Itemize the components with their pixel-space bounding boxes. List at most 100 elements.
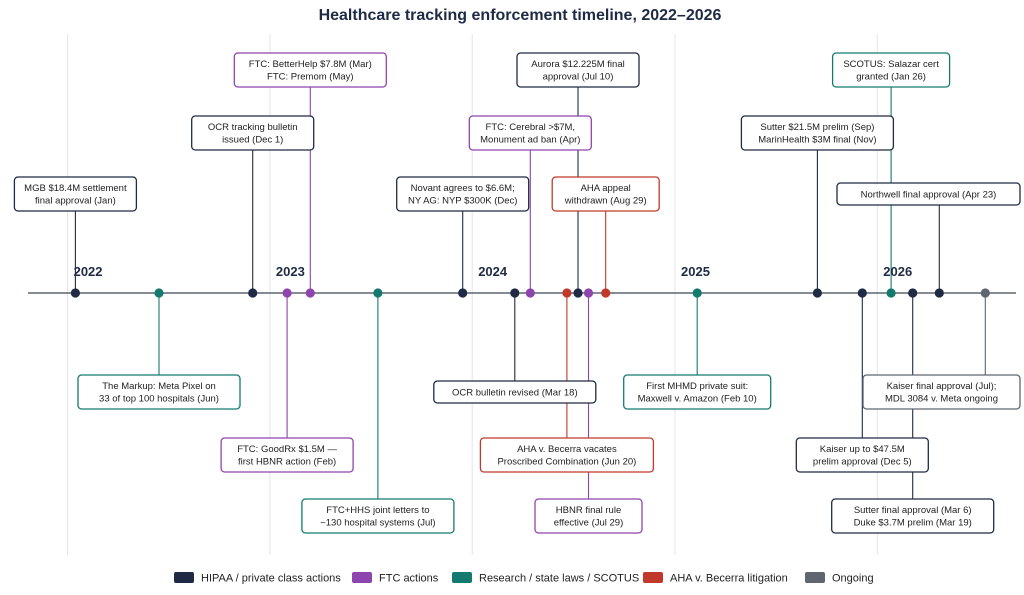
event-marker xyxy=(980,288,990,298)
event-label: AHA appeal withdrawn (Aug 29) xyxy=(551,176,660,212)
event-label-text: AHA appeal xyxy=(581,183,631,194)
event-label-text: MarinHealth $3M final (Nov) xyxy=(758,135,876,146)
event-label-box xyxy=(220,437,354,473)
event-labels: MGB $18.4M settlement final approval (Jan… xyxy=(13,52,1021,534)
event-marker xyxy=(908,288,918,298)
event-label-text: OCR tracking bulletin xyxy=(208,122,298,133)
year-labels: 2022 2023 2024 2025 2026 xyxy=(74,264,913,279)
event-label-box xyxy=(795,437,929,473)
event-label-box xyxy=(623,374,772,410)
event-label-text: The Markup: Meta Pixel on xyxy=(102,381,216,392)
legend-label: FTC actions xyxy=(379,573,439,585)
event-label-text: first HBNR action (Feb) xyxy=(238,457,336,468)
event-label-text: approval (Jul 10) xyxy=(543,72,614,83)
event-label-text: issued (Dec 1) xyxy=(222,135,283,146)
event-label-text: FTC: GoodRx $1.5M — xyxy=(237,444,337,455)
event-label-text: SCOTUS: Salazar cert xyxy=(843,59,939,70)
event-marker xyxy=(70,288,80,298)
event-marker xyxy=(248,288,258,298)
event-label-box xyxy=(191,115,315,151)
event-marker xyxy=(305,288,315,298)
legend-label: Research / state laws / SCOTUS xyxy=(479,573,639,585)
event-label: FTC: BetterHelp $7.8M (Mar) FTC: Premom (… xyxy=(233,52,387,88)
legend-swatch xyxy=(805,572,825,583)
event-label-text: FTC: Cerebral >$7M, xyxy=(486,122,576,133)
legend-item: Ongoing xyxy=(805,572,874,585)
event-label-box xyxy=(77,374,241,410)
event-label: The Markup: Meta Pixel on 33 of top 100 h… xyxy=(77,374,241,410)
event-label: OCR tracking bulletin issued (Dec 1) xyxy=(191,115,315,151)
event-label: AHA v. Becerra vacates Proscribed Combina… xyxy=(479,437,655,473)
event-label-text: ~130 hospital systems (Jul) xyxy=(320,518,435,529)
event-marker xyxy=(562,288,572,298)
event-label-text: Sutter final approval (Mar 6) xyxy=(854,505,972,516)
event-label-box xyxy=(301,498,455,534)
event-marker xyxy=(458,288,468,298)
event-label-text: final approval (Jan) xyxy=(35,196,116,207)
event-label-text: First MHMD private suit: xyxy=(646,381,748,392)
event-label: FTC: Cerebral >$7M, Monument ad ban (Apr) xyxy=(468,115,592,151)
event-label-text: NY AG: NYP $300K (Dec) xyxy=(408,196,517,207)
legend-swatch xyxy=(352,572,372,583)
event-label-box xyxy=(836,182,1021,206)
event-label: MGB $18.4M settlement final approval (Jan… xyxy=(13,176,138,212)
event-label: Kaiser final approval (Jul); MDL 3084 v. … xyxy=(862,374,1021,410)
event-label-box xyxy=(862,374,1021,410)
event-label: HBNR final rule effective (Jul 29) xyxy=(534,498,643,534)
legend-label: HIPAA / private class actions xyxy=(201,573,341,585)
event-marker xyxy=(282,288,292,298)
legend: HIPAA / private class actions FTC actions… xyxy=(174,572,874,585)
event-label-text: Duke $3.7M prelim (Mar 19) xyxy=(854,518,972,529)
event-label-box xyxy=(551,176,660,212)
event-label: Novant agrees to $6.6M; NY AG: NYP $300K … xyxy=(396,176,530,212)
event-label-box xyxy=(233,52,387,88)
event-label: OCR bulletin revised (Mar 18) xyxy=(433,380,597,404)
event-label-text: Kaiser up to $47.5M xyxy=(820,444,905,455)
event-label-text: Novant agrees to $6.6M; xyxy=(411,183,515,194)
year-label: 2023 xyxy=(276,264,305,279)
event-marker xyxy=(510,288,520,298)
legend-item: Research / state laws / SCOTUS xyxy=(452,572,639,585)
event-label: Northwell final approval (Apr 23) xyxy=(836,182,1021,206)
event-label-text: granted (Jan 26) xyxy=(856,72,926,83)
event-marker xyxy=(692,288,702,298)
event-label-box xyxy=(740,115,895,151)
legend-label: Ongoing xyxy=(832,573,874,585)
event-label-box xyxy=(396,176,530,212)
event-label-text: Monument ad ban (Apr) xyxy=(480,135,580,146)
legend-item: HIPAA / private class actions xyxy=(174,572,341,585)
event-label-text: Kaiser final approval (Jul); xyxy=(887,381,997,392)
event-label-text: FTC: Premom (May) xyxy=(267,72,354,83)
legend-swatch xyxy=(643,572,663,583)
year-label: 2022 xyxy=(74,264,103,279)
legend-item: AHA v. Becerra litigation xyxy=(643,572,788,585)
event-marker xyxy=(154,288,164,298)
event-markers xyxy=(70,288,990,298)
event-label: Sutter final approval (Mar 6) Duke $3.7M … xyxy=(831,498,995,534)
event-marker xyxy=(934,288,944,298)
chart-title: Healthcare tracking enforcement timeline… xyxy=(319,7,722,24)
event-label-text: HBNR final rule xyxy=(556,505,621,516)
legend-label: AHA v. Becerra litigation xyxy=(670,573,788,585)
event-label-text: Aurora $12.225M final xyxy=(531,59,624,70)
event-label-text: AHA v. Becerra vacates xyxy=(517,444,617,455)
event-label-text: effective (Jul 29) xyxy=(554,518,624,529)
event-marker xyxy=(857,288,867,298)
year-label: 2025 xyxy=(681,264,710,279)
event-marker xyxy=(573,288,583,298)
event-label-box xyxy=(13,176,138,212)
year-label: 2024 xyxy=(478,264,508,279)
event-marker xyxy=(373,288,383,298)
event-marker xyxy=(525,288,535,298)
event-label: FTC: GoodRx $1.5M — first HBNR action (Fe… xyxy=(220,437,354,473)
event-label-text: Sutter $21.5M prelim (Sep) xyxy=(760,122,874,133)
event-label-text: Maxwell v. Amazon (Feb 10) xyxy=(638,394,757,405)
year-label: 2026 xyxy=(883,264,912,279)
event-label-text: withdrawn (Aug 29) xyxy=(564,196,647,207)
event-label-text: Northwell final approval (Apr 23) xyxy=(861,189,997,200)
event-label-box xyxy=(534,498,643,534)
event-label-text: OCR bulletin revised (Mar 18) xyxy=(452,387,578,398)
event-label-box xyxy=(516,52,640,88)
legend-swatch xyxy=(452,572,472,583)
